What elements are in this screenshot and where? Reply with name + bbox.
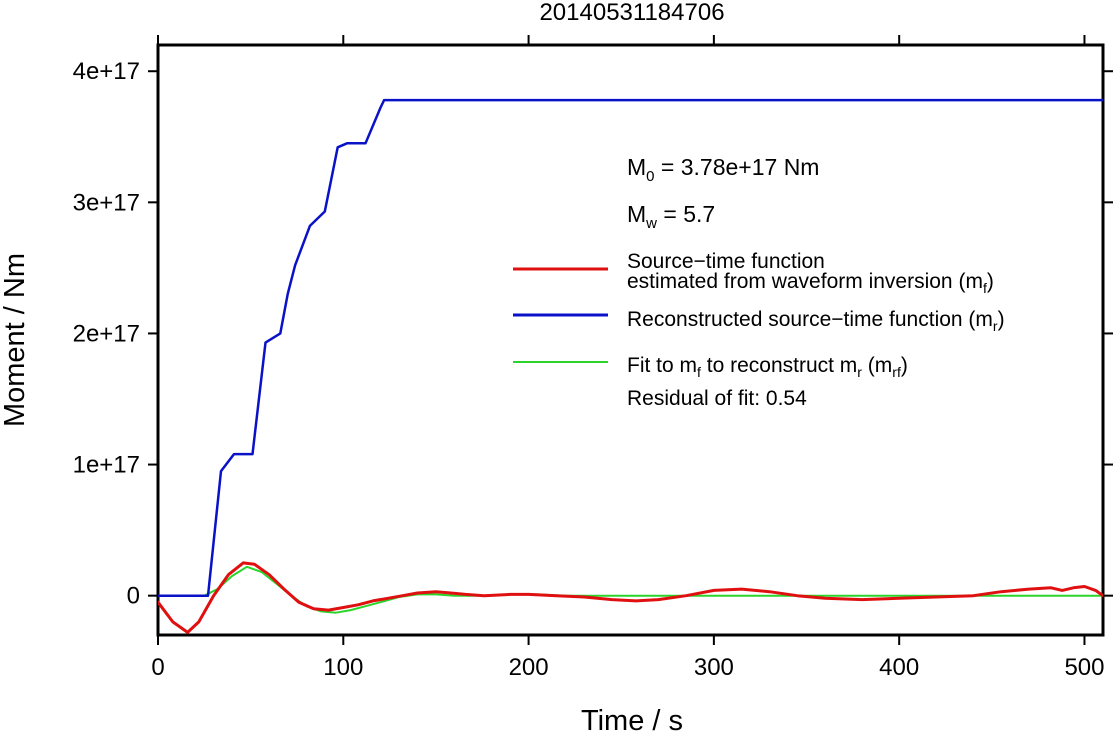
chart-title: 20140531184706	[539, 0, 724, 26]
y-axis-label: Moment / Nm	[0, 253, 31, 427]
x-tick-label: 400	[879, 654, 919, 681]
legend-label-source-time-function-line2: estimated from waveform inversion (mf)	[627, 270, 994, 296]
x-tick-label: 300	[694, 654, 734, 681]
y-tick-label: 2e+17	[73, 320, 140, 347]
legend-label-source-time-function-line1: Source−time function	[627, 250, 825, 273]
m0-annotation: M0 = 3.78e+17 Nm	[627, 154, 819, 185]
x-tick-label: 100	[323, 654, 363, 681]
residual-annotation: Residual of fit: 0.54	[627, 387, 807, 410]
y-tick-label: 3e+17	[73, 189, 140, 216]
y-tick-label: 4e+17	[73, 58, 140, 85]
x-axis-label: Time / s	[581, 705, 683, 734]
y-tick-label: 0	[127, 583, 140, 610]
plot-frame	[156, 43, 1105, 637]
series-line-fit	[158, 565, 1103, 614]
axis-ticks: 0 100 200 300 400 500 0 1e+17 2e+17 3e+17 4e+17	[73, 35, 1113, 681]
series-layer	[158, 98, 1103, 634]
series-line-reconstructed	[158, 98, 1103, 597]
series-line-source-time-function	[158, 561, 1103, 634]
x-tick-label: 500	[1064, 654, 1104, 681]
x-tick-label: 0	[151, 654, 164, 681]
y-tick-label: 1e+17	[73, 452, 140, 479]
x-tick-label: 200	[509, 654, 549, 681]
legend-label-fit: Fit to mf to reconstruct mr (mrf)	[627, 354, 908, 380]
legend: Source−time function estimated from wave…	[513, 250, 1005, 410]
mw-annotation: Mw = 5.7	[627, 201, 715, 232]
legend-label-reconstructed: Reconstructed source−time function (mr)	[627, 308, 1005, 334]
